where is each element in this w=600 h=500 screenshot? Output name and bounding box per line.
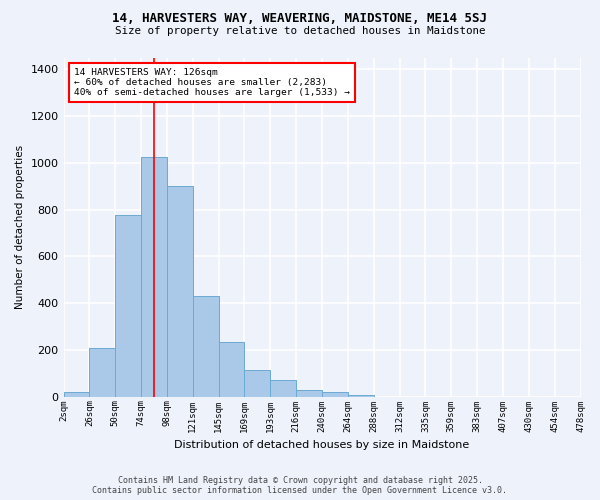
- Bar: [167, 186, 193, 396]
- Bar: [64, 392, 89, 396]
- Bar: [193, 296, 218, 396]
- Text: Contains HM Land Registry data © Crown copyright and database right 2025.
Contai: Contains HM Land Registry data © Crown c…: [92, 476, 508, 495]
- Y-axis label: Number of detached properties: Number of detached properties: [15, 145, 25, 309]
- Text: Size of property relative to detached houses in Maidstone: Size of property relative to detached ho…: [115, 26, 485, 36]
- Bar: [115, 216, 141, 396]
- Bar: [244, 370, 271, 396]
- Bar: [296, 390, 322, 396]
- Text: 14 HARVESTERS WAY: 126sqm
← 60% of detached houses are smaller (2,283)
40% of se: 14 HARVESTERS WAY: 126sqm ← 60% of detac…: [74, 68, 350, 98]
- Bar: [141, 157, 167, 396]
- Bar: [322, 392, 348, 396]
- Bar: [271, 380, 296, 396]
- Bar: [89, 348, 115, 397]
- Text: 14, HARVESTERS WAY, WEAVERING, MAIDSTONE, ME14 5SJ: 14, HARVESTERS WAY, WEAVERING, MAIDSTONE…: [113, 12, 487, 26]
- X-axis label: Distribution of detached houses by size in Maidstone: Distribution of detached houses by size …: [175, 440, 470, 450]
- Bar: [218, 342, 244, 396]
